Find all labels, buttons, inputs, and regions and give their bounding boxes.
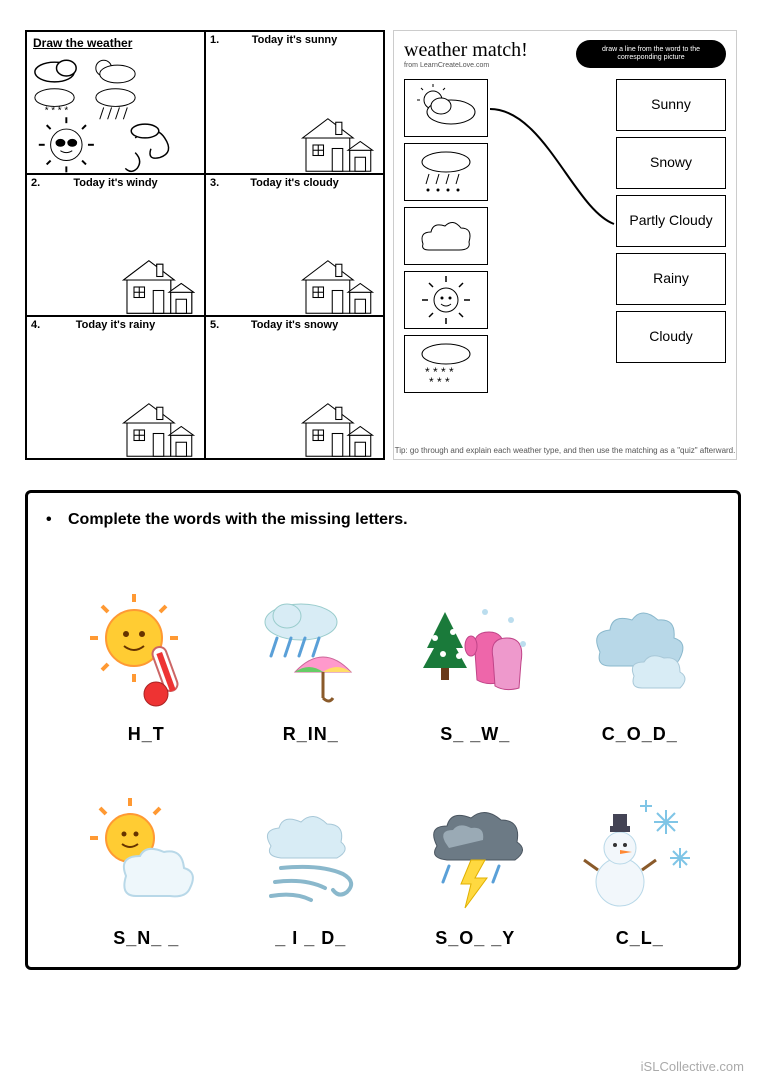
match-pic-snowy[interactable]: * * * * * * * <box>404 335 488 393</box>
snowy-color-icon <box>415 592 535 712</box>
match-pic-sunny[interactable] <box>404 271 488 329</box>
watermark: iSLCollective.com <box>641 1059 744 1074</box>
match-pic-rainy[interactable] <box>404 143 488 201</box>
match-word-cloudy[interactable]: Cloudy <box>616 311 726 363</box>
item-windy: _ I _ D_ <box>233 753 390 949</box>
missing-letters-panel: Complete the words with the missing lett… <box>25 490 741 970</box>
item-rainy: R_IN_ <box>233 549 390 745</box>
word-snowy[interactable]: S_ _W_ <box>440 724 510 745</box>
word-stormy[interactable]: S_O_ _Y <box>435 928 515 949</box>
word-windy[interactable]: _ I _ D_ <box>275 928 346 949</box>
draw-cell-snowy: 5. Today it's snowy <box>205 316 384 459</box>
sunny-color-icon <box>86 796 206 916</box>
draw-weather-title: Draw the weather <box>27 32 204 54</box>
word-cloudy[interactable]: C_O_D_ <box>602 724 678 745</box>
item-cold: C_L_ <box>562 753 719 949</box>
windy-color-icon <box>251 796 371 916</box>
word-rainy[interactable]: R_IN_ <box>283 724 339 745</box>
word-hot[interactable]: H_T <box>128 724 165 745</box>
match-pic-partly-cloudy[interactable] <box>404 79 488 137</box>
draw-cell-sunny: 1. Today it's sunny <box>205 31 384 174</box>
top-row: Draw the weather * * * * <box>25 30 741 460</box>
missing-letters-instruction: Complete the words with the missing lett… <box>68 511 718 529</box>
item-sunny: S_N_ _ <box>68 753 225 949</box>
rainy-color-icon <box>251 592 371 712</box>
cloudy-icon <box>411 212 481 260</box>
house-icon <box>110 245 200 315</box>
stormy-color-icon <box>415 796 535 916</box>
cell-caption: Today it's snowy <box>206 319 383 331</box>
match-word-partly-cloudy[interactable]: Partly Cloudy <box>616 195 726 247</box>
weather-match-subtitle: from LearnCreateLove.com <box>404 62 528 69</box>
weather-match-pictures: * * * * * * * <box>404 79 488 409</box>
weather-examples-icon: * * * * <box>27 54 204 173</box>
snowy-icon: * * * * * * * <box>411 340 481 388</box>
svg-text:* * * *: * * * * <box>45 105 69 116</box>
match-pic-cloudy[interactable] <box>404 207 488 265</box>
word-sunny[interactable]: S_N_ _ <box>113 928 179 949</box>
item-stormy: S_O_ _Y <box>397 753 554 949</box>
cell-caption: Today it's sunny <box>206 34 383 46</box>
item-cloudy: C_O_D_ <box>562 549 719 745</box>
cold-color-icon <box>580 796 700 916</box>
match-word-sunny[interactable]: Sunny <box>616 79 726 131</box>
weather-match-body: * * * * * * * Sunny Snowy Partly Cloudy … <box>404 79 726 409</box>
house-icon <box>110 388 200 458</box>
cell-caption: Today it's cloudy <box>206 177 383 189</box>
draw-weather-title-cell: Draw the weather * * * * <box>26 31 205 174</box>
rainy-icon <box>411 148 481 196</box>
match-word-snowy[interactable]: Snowy <box>616 137 726 189</box>
house-icon <box>289 245 379 315</box>
weather-match-words: Sunny Snowy Partly Cloudy Rainy Cloudy <box>616 79 726 409</box>
hot-icon <box>86 592 206 712</box>
cloudy-color-icon <box>580 592 700 712</box>
item-hot: H_T <box>68 549 225 745</box>
partly-cloudy-icon <box>411 84 481 132</box>
weather-match-header: weather match! from LearnCreateLove.com … <box>404 39 726 69</box>
draw-cell-cloudy: 3. Today it's cloudy <box>205 174 384 317</box>
weather-match-panel: weather match! from LearnCreateLove.com … <box>393 30 737 460</box>
sunny-icon <box>411 276 481 324</box>
match-word-rainy[interactable]: Rainy <box>616 253 726 305</box>
draw-weather-panel: Draw the weather * * * * <box>25 30 385 460</box>
house-icon <box>289 103 379 173</box>
item-snowy: S_ _W_ <box>397 549 554 745</box>
word-cold[interactable]: C_L_ <box>616 928 664 949</box>
house-icon <box>289 388 379 458</box>
draw-cell-windy: 2. Today it's windy <box>26 174 205 317</box>
svg-text:* * *: * * * <box>429 375 450 388</box>
draw-cell-rainy: 4. Today it's rainy <box>26 316 205 459</box>
weather-match-blurb: draw a line from the word to the corresp… <box>576 40 726 69</box>
missing-letters-grid: H_T R_IN_ <box>68 549 718 949</box>
cell-caption: Today it's rainy <box>27 319 204 331</box>
cell-caption: Today it's windy <box>27 177 204 189</box>
weather-match-title: weather match! <box>404 39 528 62</box>
weather-match-tip: Tip: go through and explain each weather… <box>394 446 736 455</box>
